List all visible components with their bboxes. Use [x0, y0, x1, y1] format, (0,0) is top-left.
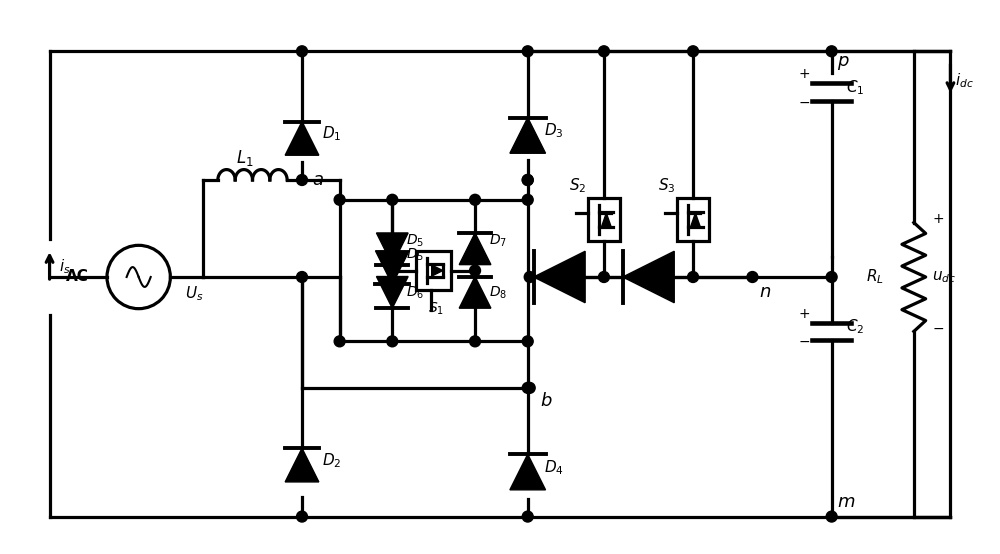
Bar	[588, 198, 620, 242]
Text: $-$: $-$	[932, 320, 944, 335]
Text: $p$: $p$	[837, 54, 849, 72]
Polygon shape	[376, 276, 408, 308]
Circle shape	[334, 336, 345, 347]
Text: $D_6$: $D_6$	[406, 284, 424, 301]
Polygon shape	[510, 454, 546, 490]
Text: $C_2$: $C_2$	[846, 317, 865, 336]
Text: $D_5$: $D_5$	[406, 247, 424, 263]
Polygon shape	[459, 233, 491, 265]
Circle shape	[524, 382, 535, 393]
Text: $-$: $-$	[798, 334, 810, 348]
Polygon shape	[376, 233, 408, 265]
Text: $D_7$: $D_7$	[489, 233, 507, 249]
Text: $C_1$: $C_1$	[846, 78, 865, 96]
Polygon shape	[285, 448, 319, 482]
Polygon shape	[691, 213, 700, 226]
Text: $i_{dc}$: $i_{dc}$	[955, 71, 974, 90]
Text: $+$: $+$	[798, 67, 810, 81]
Text: $D_3$: $D_3$	[544, 121, 563, 140]
Circle shape	[826, 511, 837, 522]
Circle shape	[387, 336, 398, 347]
Circle shape	[688, 271, 698, 283]
Circle shape	[297, 46, 307, 57]
Circle shape	[688, 46, 698, 57]
Polygon shape	[285, 121, 319, 155]
Circle shape	[522, 336, 533, 347]
Circle shape	[297, 175, 307, 186]
Polygon shape	[510, 117, 546, 153]
Circle shape	[470, 194, 480, 205]
Circle shape	[522, 511, 533, 522]
Polygon shape	[432, 265, 443, 276]
Bar	[416, 251, 451, 290]
Circle shape	[747, 271, 758, 283]
Circle shape	[599, 271, 609, 283]
Circle shape	[297, 271, 307, 283]
Text: $u_{dc}$: $u_{dc}$	[932, 269, 956, 285]
Text: $i_s$: $i_s$	[59, 258, 71, 276]
Circle shape	[522, 194, 533, 205]
Circle shape	[387, 265, 398, 276]
Circle shape	[524, 271, 535, 283]
Circle shape	[826, 46, 837, 57]
Circle shape	[522, 175, 533, 186]
Text: $a$: $a$	[312, 171, 324, 189]
Text: $b$: $b$	[540, 392, 552, 410]
Circle shape	[599, 46, 609, 57]
Circle shape	[522, 175, 533, 186]
Text: $m$: $m$	[837, 493, 855, 511]
Text: $+$: $+$	[932, 212, 944, 225]
Text: $D_8$: $D_8$	[489, 284, 507, 301]
Text: $S_1$: $S_1$	[428, 300, 444, 316]
Text: $D_4$: $D_4$	[544, 458, 563, 477]
Circle shape	[334, 194, 345, 205]
Text: $+$: $+$	[798, 306, 810, 321]
Bar	[677, 198, 709, 242]
Circle shape	[826, 271, 837, 283]
Text: $-$: $-$	[798, 95, 810, 109]
Polygon shape	[459, 276, 491, 308]
Polygon shape	[602, 213, 611, 226]
Text: $S_3$: $S_3$	[658, 176, 676, 194]
Text: $D_1$: $D_1$	[322, 125, 341, 143]
Text: $R_L$: $R_L$	[866, 268, 884, 286]
Text: $L_1$: $L_1$	[236, 148, 253, 168]
Text: $S_2$: $S_2$	[569, 176, 587, 194]
Circle shape	[297, 511, 307, 522]
Text: AC: AC	[66, 269, 89, 285]
Text: $D_5$: $D_5$	[406, 233, 424, 249]
Polygon shape	[375, 251, 409, 284]
Circle shape	[522, 46, 533, 57]
Circle shape	[387, 194, 398, 205]
Circle shape	[470, 265, 480, 276]
Circle shape	[522, 382, 533, 393]
Polygon shape	[623, 252, 674, 302]
Text: $U_s$: $U_s$	[185, 285, 204, 304]
Text: $D_2$: $D_2$	[322, 451, 341, 470]
Circle shape	[470, 336, 480, 347]
Polygon shape	[534, 252, 585, 302]
Text: $n$: $n$	[759, 283, 772, 301]
